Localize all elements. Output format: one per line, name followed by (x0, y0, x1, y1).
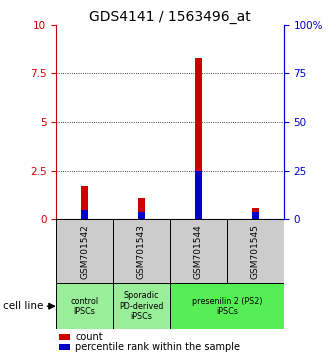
Bar (195, 58, 202, 219)
Bar (138, 198, 145, 219)
Bar (59, 344, 70, 350)
Bar (113, 283, 170, 329)
Bar (81, 210, 88, 219)
Text: GSM701542: GSM701542 (80, 224, 89, 279)
Bar (195, 171, 202, 219)
Text: cell line: cell line (3, 301, 44, 311)
Bar (227, 219, 284, 283)
Text: GSM701544: GSM701544 (194, 224, 203, 279)
Bar (252, 208, 259, 219)
Bar (81, 186, 88, 219)
Text: percentile rank within the sample: percentile rank within the sample (75, 342, 240, 352)
Bar (170, 283, 284, 329)
Bar (252, 212, 259, 219)
Bar (170, 219, 227, 283)
Bar (56, 219, 113, 283)
Bar (59, 334, 70, 341)
Title: GDS4141 / 1563496_at: GDS4141 / 1563496_at (89, 10, 251, 24)
Text: GSM701543: GSM701543 (137, 224, 146, 279)
Text: presenilin 2 (PS2)
iPSCs: presenilin 2 (PS2) iPSCs (192, 297, 262, 316)
Text: count: count (75, 332, 103, 342)
Text: GSM701545: GSM701545 (251, 224, 260, 279)
Text: control
IPSCs: control IPSCs (71, 297, 99, 316)
Bar (56, 283, 113, 329)
Text: Sporadic
PD-derived
iPSCs: Sporadic PD-derived iPSCs (119, 291, 164, 321)
Bar (113, 219, 170, 283)
Bar (138, 212, 145, 219)
